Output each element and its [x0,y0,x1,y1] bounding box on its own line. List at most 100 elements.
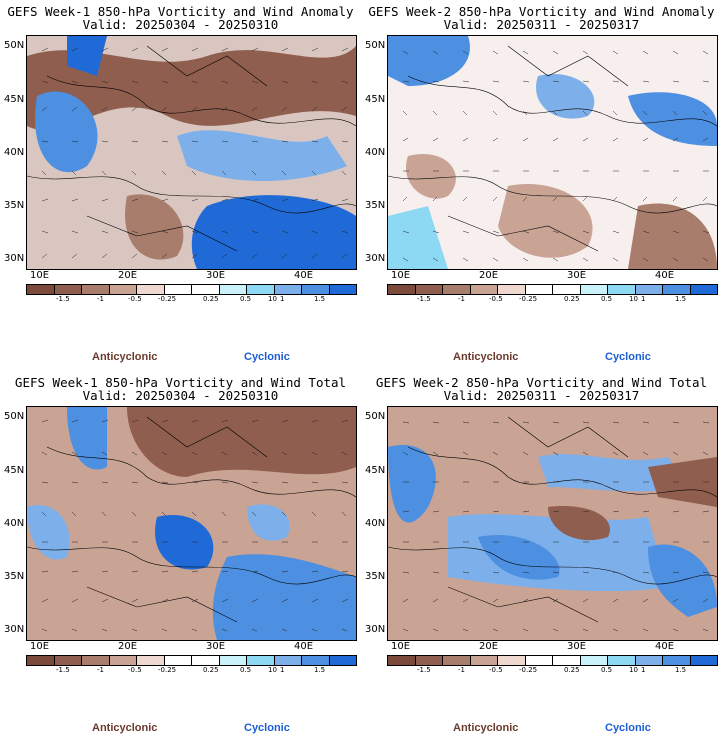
colorbar-label: 0.5 [240,295,252,303]
colorbar-label: 1 [280,295,285,303]
lon-label: 30E [206,270,226,281]
lon-label: 10E [30,641,50,652]
colorbar-label: -0.5 [489,666,503,674]
lat-label: 35N [4,200,25,211]
colorbar-label: -1 [97,666,104,674]
panel-valid-dates: Valid: 20250311 - 20250317 [443,388,640,403]
legend-anticyclonic: Anticyclonic [453,722,519,734]
colorbar-label: 1 [641,295,646,303]
lon-label: 40E [655,270,675,281]
lat-label: 40N [4,518,25,529]
colorbar-label: -0.5 [128,295,142,303]
colorbar [387,655,718,666]
colorbar [387,284,718,295]
lat-label: 50N [4,411,25,422]
colorbar-label: -1 [458,295,465,303]
colorbar-label: 1 [280,666,285,674]
panel-title: GEFS Week-2 850-hPa Vorticity and Wind A… [368,4,715,19]
lon-label: 20E [118,641,138,652]
colorbar-label: 0.25 [203,295,219,303]
colorbar-label: 1.5 [314,666,326,674]
colorbar-label: -1.5 [417,295,431,303]
map-canvas [27,407,356,640]
colorbar-label: 0.5 [601,666,613,674]
lat-label: 40N [4,147,25,158]
lat-label: 50N [4,40,25,51]
lon-label: 20E [118,270,138,281]
lat-label: 30N [4,624,25,635]
lon-label: 20E [479,641,499,652]
colorbar [26,284,357,295]
colorbar-scale: 10 [629,666,638,674]
lat-label: 30N [365,624,386,635]
lon-label: 20E [479,270,499,281]
panel-title: GEFS Week-1 850-hPa Vorticity and Wind T… [14,375,347,390]
panel-week1-total: GEFS Week-1 850-hPa Vorticity and Wind T… [0,371,361,742]
lat-label: 50N [365,40,386,51]
lon-label: 10E [391,641,411,652]
legend-anticyclonic: Anticyclonic [92,722,158,734]
colorbar-label: -0.25 [158,666,177,674]
lon-label: 40E [294,270,314,281]
colorbar-label: -0.5 [489,295,503,303]
panel-week2-anomaly: GEFS Week-2 850-hPa Vorticity and Wind A… [361,0,722,371]
vorticity-map [26,406,357,641]
colorbar-label: 0.25 [203,666,219,674]
lon-label: 40E [655,641,675,652]
colorbar-label: 0.25 [564,295,580,303]
colorbar-label: -0.5 [128,666,142,674]
panel-valid-dates: Valid: 20250304 - 20250310 [82,388,279,403]
lat-label: 45N [4,94,25,105]
legend-cyclonic: Cyclonic [244,351,290,363]
colorbar-label: 1.5 [314,295,326,303]
panel-valid-dates: Valid: 20250311 - 20250317 [443,17,640,32]
legend-anticyclonic: Anticyclonic [453,351,519,363]
lon-label: 10E [30,270,50,281]
map-canvas [388,36,717,269]
colorbar-label: -1.5 [417,666,431,674]
colorbar-label: -1.5 [56,666,70,674]
colorbar-label: -0.25 [519,295,538,303]
colorbar-label: 0.5 [601,295,613,303]
colorbar-label: 0.5 [240,666,252,674]
map-canvas [388,407,717,640]
lat-label: 45N [365,94,386,105]
legend-cyclonic: Cyclonic [244,722,290,734]
legend-anticyclonic: Anticyclonic [92,351,158,363]
panel-valid-dates: Valid: 20250304 - 20250310 [82,17,279,32]
lat-label: 35N [365,200,386,211]
panel-title: GEFS Week-1 850-hPa Vorticity and Wind A… [7,4,354,19]
vorticity-map [26,35,357,270]
colorbar-label: 0.25 [564,666,580,674]
lat-label: 30N [365,253,386,264]
vorticity-map [387,406,718,641]
lon-label: 40E [294,641,314,652]
panel-title: GEFS Week-2 850-hPa Vorticity and Wind T… [375,375,708,390]
colorbar-label: -1 [458,666,465,674]
colorbar-label: -0.25 [519,666,538,674]
lat-label: 35N [365,571,386,582]
lat-label: 35N [4,571,25,582]
vorticity-map [387,35,718,270]
colorbar-label: -1.5 [56,295,70,303]
colorbar [26,655,357,666]
colorbar-label: -0.25 [158,295,177,303]
lat-label: 40N [365,147,386,158]
lon-label: 10E [391,270,411,281]
lat-label: 30N [4,253,25,264]
legend-cyclonic: Cyclonic [605,722,651,734]
lon-label: 30E [567,270,587,281]
panel-week2-total: GEFS Week-2 850-hPa Vorticity and Wind T… [361,371,722,742]
map-canvas [27,36,356,269]
lat-label: 45N [4,465,25,476]
colorbar-label: 1.5 [675,666,687,674]
colorbar-label: 1.5 [675,295,687,303]
colorbar-label: 1 [641,666,646,674]
lon-label: 30E [567,641,587,652]
colorbar-scale: 10 [268,666,277,674]
colorbar-scale: 10 [629,295,638,303]
colorbar-scale: 10 [268,295,277,303]
panel-week1-anomaly: GEFS Week-1 850-hPa Vorticity and Wind A… [0,0,361,371]
lon-label: 30E [206,641,226,652]
lat-label: 45N [365,465,386,476]
